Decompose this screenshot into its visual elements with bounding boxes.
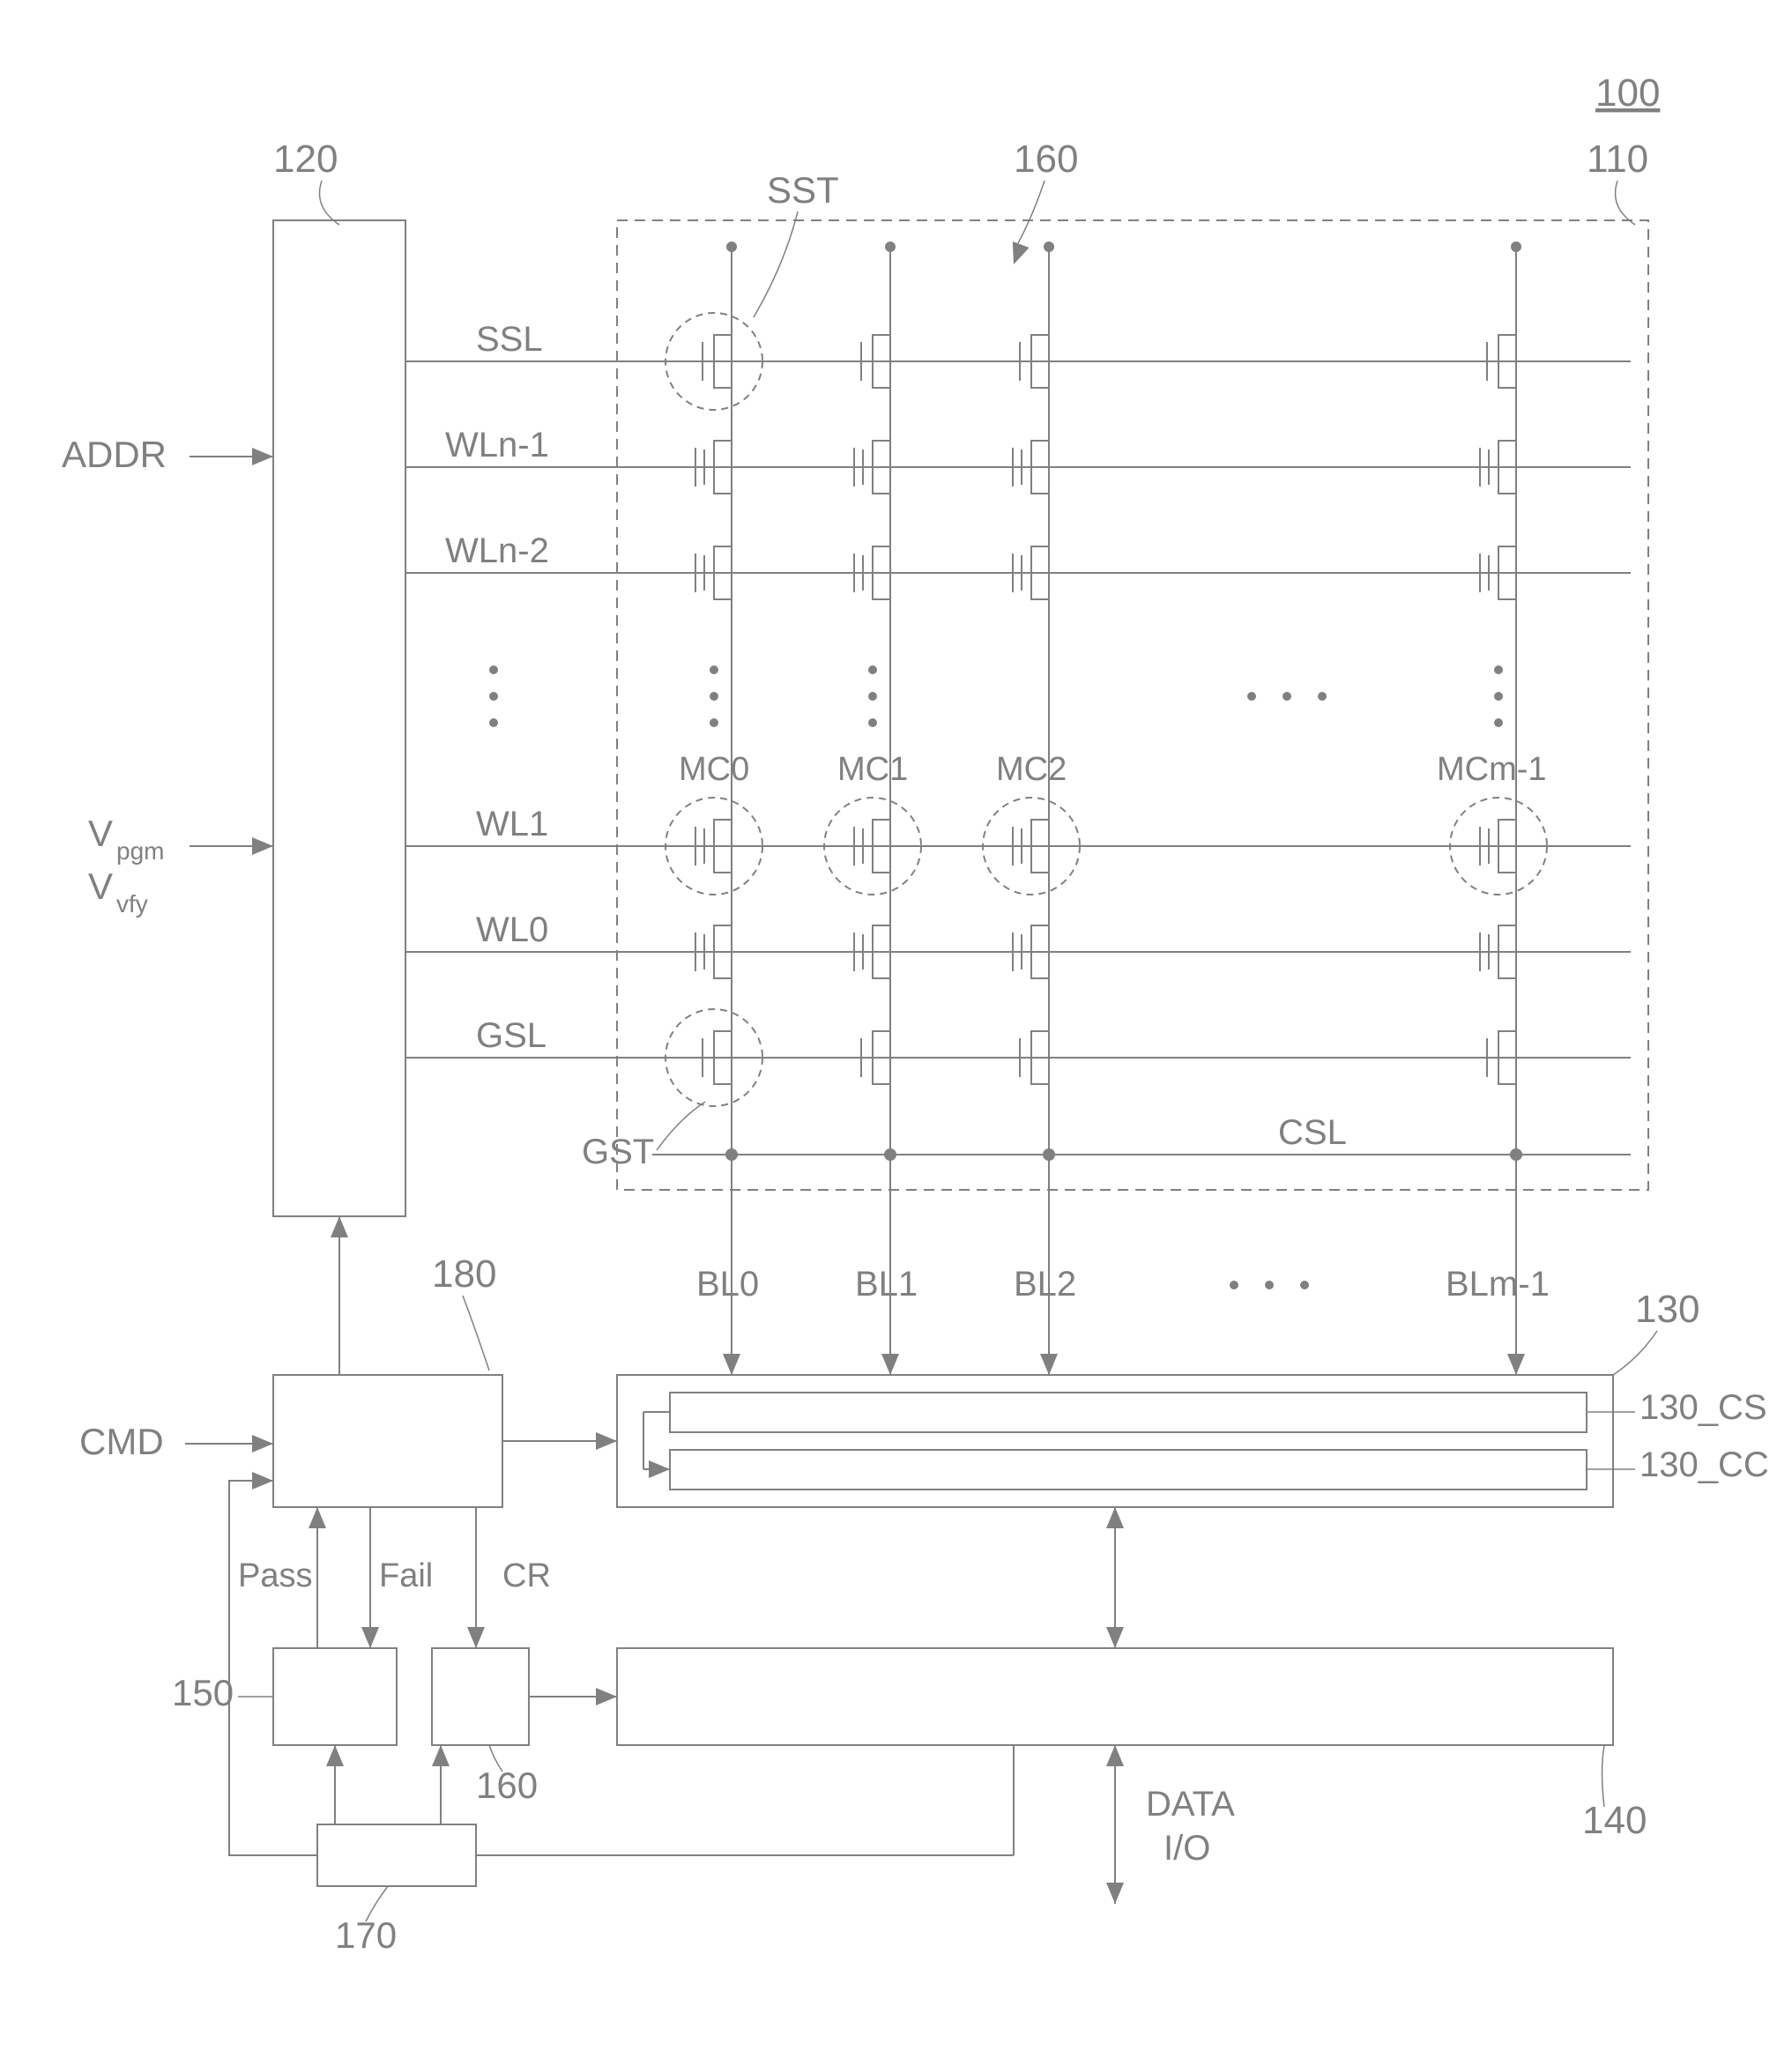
page-buffer-cc <box>670 1450 1587 1490</box>
ref-100: 100 <box>1595 71 1660 115</box>
control-block <box>273 1375 502 1507</box>
row-decoder-block <box>273 220 405 1216</box>
mc2-label: MC2 <box>996 751 1067 788</box>
block-150 <box>273 1648 397 1745</box>
fail-label: Fail <box>379 1557 433 1594</box>
svg-text:V: V <box>88 866 113 907</box>
wl0-label: WL0 <box>476 910 548 949</box>
data-label-1: DATA <box>1146 1785 1235 1824</box>
vvfy-label: V vfy <box>88 866 148 918</box>
ref-110: 110 <box>1587 137 1648 181</box>
ref-string-160: 160 <box>1014 137 1078 181</box>
mc1-label: MC1 <box>837 751 908 788</box>
bl2-label: BL2 <box>1014 1265 1076 1304</box>
block-160 <box>432 1648 529 1745</box>
wordlines <box>405 361 1631 1058</box>
ref-120: 120 <box>273 137 338 181</box>
bl0-label: BL0 <box>696 1265 759 1304</box>
csl-label: CSL <box>1278 1113 1347 1152</box>
gst-label: GST <box>582 1133 654 1171</box>
ref-140: 140 <box>1582 1799 1647 1842</box>
io-buffer <box>617 1648 1613 1745</box>
bitlines <box>726 241 1521 1428</box>
ref-180: 180 <box>432 1252 496 1296</box>
ref-160b: 160 <box>476 1765 538 1806</box>
leader-120 <box>320 181 340 225</box>
svg-text:vfy: vfy <box>116 890 148 918</box>
cr-label: CR <box>502 1557 551 1594</box>
page-buffer-cs <box>670 1393 1587 1432</box>
wln1-label: WLn-1 <box>445 426 549 464</box>
array-dashbox <box>617 220 1648 1190</box>
pass-label: Pass <box>238 1557 312 1594</box>
ssl-label: SSL <box>476 320 543 359</box>
wln2-label: WLn-2 <box>445 531 549 570</box>
svg-text:V: V <box>88 813 113 854</box>
ref-130: 130 <box>1635 1288 1699 1331</box>
wl-ellipsis <box>489 665 1503 727</box>
gsl-label: GSL <box>476 1016 547 1055</box>
bl-ellipsis-bottom <box>1230 1281 1309 1289</box>
cmd-label: CMD <box>79 1421 164 1462</box>
blm1-label: BLm-1 <box>1446 1265 1550 1304</box>
ref-150: 150 <box>172 1672 234 1713</box>
sst-label: SST <box>767 169 839 211</box>
data-label-2: I/O <box>1164 1829 1210 1868</box>
wl1-label: WL1 <box>476 805 548 843</box>
ref-130cs: 130_CS <box>1640 1388 1767 1427</box>
ref-130cc: 130_CC <box>1640 1445 1769 1484</box>
mcm1-label: MCm-1 <box>1437 751 1547 788</box>
addr-label: ADDR <box>62 434 167 475</box>
vpgm-label: V pgm <box>88 813 164 865</box>
mc0-label: MC0 <box>679 751 749 788</box>
bl-ellipsis-top <box>1247 692 1327 701</box>
bl1-label: BL1 <box>855 1265 918 1304</box>
csl-nodes <box>725 1106 1522 1161</box>
block-170 <box>317 1824 476 1886</box>
svg-text:pgm: pgm <box>116 837 164 865</box>
